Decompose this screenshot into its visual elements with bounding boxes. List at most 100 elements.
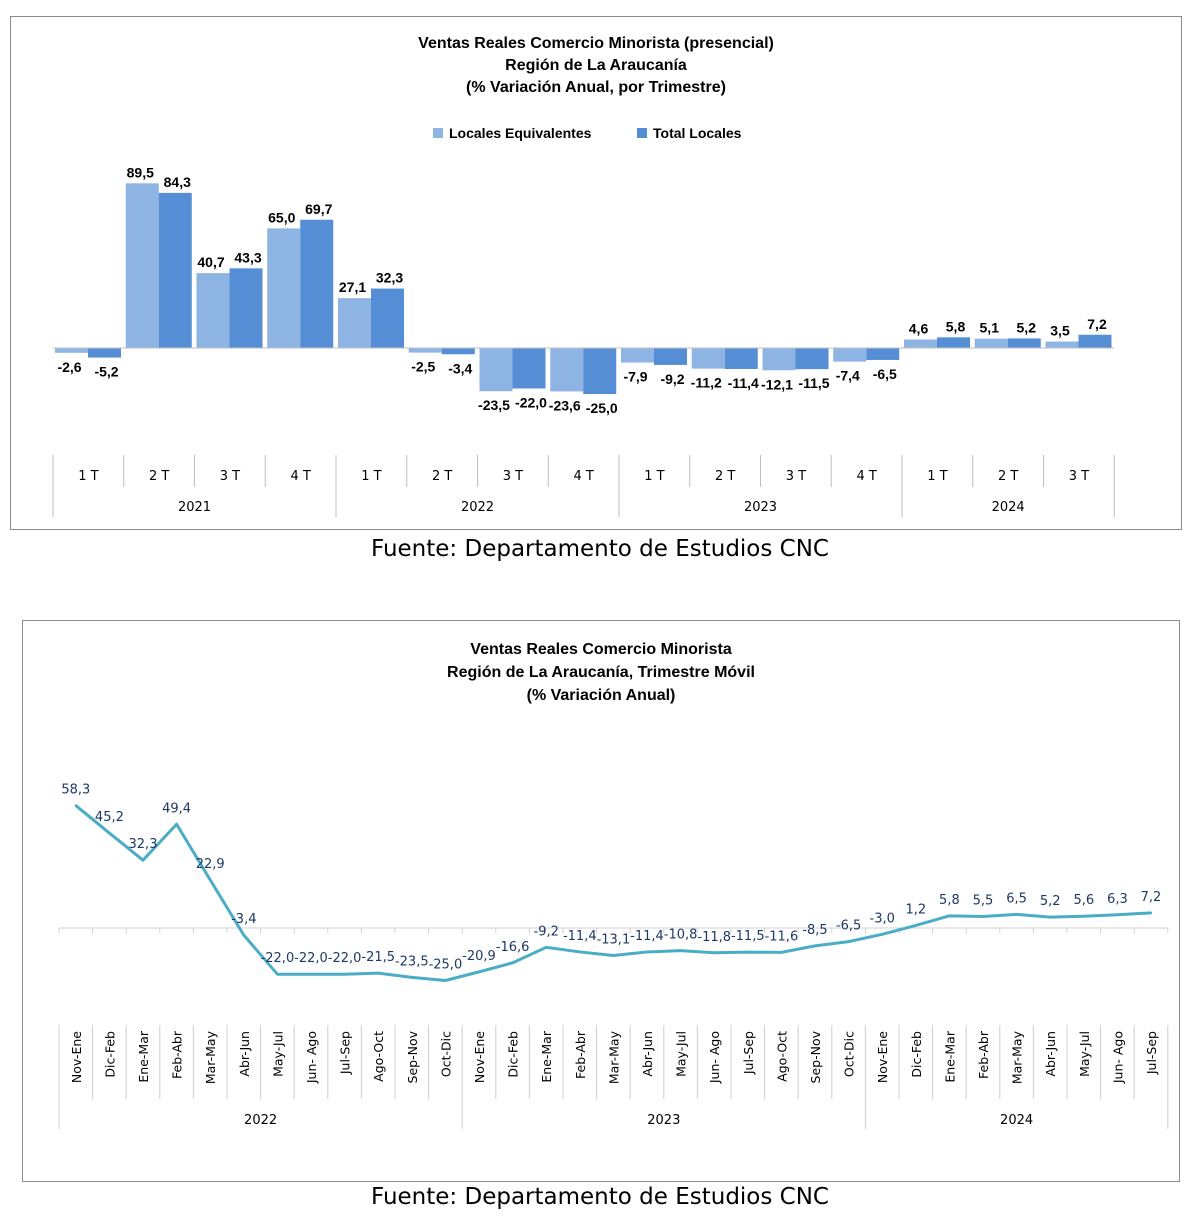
bar — [338, 298, 371, 348]
year-group-label: 2022 — [244, 1113, 277, 1128]
x-tick-label: 4 T — [856, 469, 876, 484]
bar — [55, 348, 88, 353]
bar — [1045, 341, 1079, 348]
x-tick-label: Jun- Ago — [1110, 1031, 1125, 1084]
data-label: -7,9 — [623, 369, 647, 385]
data-label: 40,7 — [197, 254, 224, 270]
data-point — [578, 950, 581, 954]
bar — [196, 273, 230, 348]
data-point — [881, 933, 884, 936]
data-label: -23,5 — [395, 954, 429, 969]
data-label: 5,6 — [1073, 893, 1094, 908]
data-label: -13,1 — [597, 933, 631, 948]
x-tick-label: Dic-Feb — [909, 1031, 924, 1078]
x-tick-label: Ago-Oct — [371, 1031, 386, 1082]
x-tick-label: 1 T — [361, 469, 381, 484]
bar — [371, 288, 404, 348]
x-tick-label: Jul-Sep — [741, 1031, 756, 1075]
year-group-label: 2022 — [461, 500, 494, 515]
data-label: -11,6 — [765, 929, 799, 944]
data-point — [914, 924, 917, 927]
x-tick-label: Ago-Oct — [774, 1031, 789, 1082]
data-point — [1015, 913, 1018, 916]
data-point — [780, 951, 783, 954]
data-point — [343, 973, 346, 976]
data-point — [713, 951, 716, 954]
x-tick-label: 3 T — [503, 469, 523, 484]
data-label: -22,0 — [261, 951, 295, 966]
x-tick-label: 1 T — [78, 469, 98, 484]
data-point — [209, 878, 212, 882]
legend-item-total-locales: Total Locales — [637, 125, 741, 141]
data-label: -16,6 — [496, 940, 530, 955]
data-label: 27,1 — [339, 279, 366, 295]
data-label: -10,8 — [664, 928, 698, 943]
line-chart-svg: 58,345,232,349,422,9-3,4-22,0 -22,0 -22,0-… — [58, 783, 1169, 1129]
legend-swatch — [637, 128, 647, 138]
data-label: 3,5 — [1050, 323, 1070, 339]
x-tick-label: 2 T — [998, 469, 1018, 484]
x-tick-label: Abr-Jun — [237, 1031, 252, 1077]
data-label: 6,5 — [1006, 891, 1027, 906]
bar — [441, 348, 475, 355]
x-tick-label: 2 T — [432, 469, 452, 484]
x-tick-label: Ene-Mar — [136, 1030, 151, 1082]
data-label: 45,2 — [95, 810, 124, 825]
data-label: -9,2 — [534, 924, 559, 939]
data-label: -11,5 — [731, 929, 765, 944]
data-point — [444, 979, 447, 982]
data-label: 7,2 — [1141, 890, 1162, 905]
data-label: 1,2 — [905, 902, 926, 917]
data-label: 69,7 — [305, 201, 332, 217]
x-tick-label: Abr-Jun — [640, 1031, 655, 1077]
data-label: 6,3 — [1107, 892, 1128, 907]
data-label: -23,6 — [549, 397, 581, 413]
data-label: 84,3 — [164, 174, 191, 190]
data-label: 5,1 — [980, 320, 1000, 336]
bar — [691, 348, 725, 369]
legend-label: Total Locales — [653, 125, 742, 141]
data-label: -3,4 — [231, 912, 256, 927]
x-tick-label: Feb-Abr — [170, 1030, 185, 1079]
x-tick-label: 1 T — [644, 469, 664, 484]
data-point — [175, 823, 178, 826]
x-tick-label: 3 T — [220, 469, 240, 484]
x-tick-label: Jul-Sep — [1144, 1031, 1159, 1075]
data-label: -5,2 — [94, 364, 118, 380]
source-note-2: Fuente: Departamento de Estudios CNC — [370, 1184, 829, 1210]
data-label: 5,2 — [1017, 319, 1037, 335]
data-label: 32,3 — [129, 837, 158, 852]
data-label: -12,1 — [761, 376, 793, 392]
data-label: 49,4 — [162, 801, 191, 816]
data-point — [477, 970, 481, 974]
line-chart-title-line-2: Región de La Araucanía, Trimestre Móvil — [447, 664, 755, 681]
data-point — [847, 940, 850, 943]
data-label: -11,4 — [728, 375, 759, 391]
data-point — [948, 914, 951, 918]
data-point — [545, 946, 548, 949]
bar — [479, 348, 513, 392]
data-point — [813, 944, 817, 948]
line-chart-title-line-3: (% Variación Anual) — [526, 687, 676, 704]
data-label: -23,5 — [478, 397, 510, 413]
data-point — [108, 831, 111, 835]
data-label: 22,9 — [196, 857, 225, 872]
data-point — [645, 950, 649, 954]
legend-label: Locales Equivalentes — [449, 125, 592, 141]
x-tick-label: Sep-Nov — [405, 1030, 420, 1083]
data-label: -6,5 — [836, 919, 861, 934]
x-tick-label: 3 T — [786, 469, 806, 484]
data-label: -25,0 — [429, 958, 463, 973]
data-label: 4,6 — [909, 321, 929, 337]
bar — [762, 348, 796, 371]
x-tick-label: Mar-May — [1010, 1030, 1025, 1084]
bar-chart-title-line-3: (% Variación Anual, por Trimestre) — [466, 79, 726, 96]
bar — [866, 348, 900, 360]
x-tick-label: Jun- Ago — [304, 1031, 319, 1084]
data-point — [276, 973, 279, 976]
data-label: -11,5 — [798, 375, 829, 391]
line-chart-frame: Ventas Reales Comercio Minorista Región … — [22, 620, 1180, 1182]
data-point — [1082, 915, 1086, 918]
year-group-label: 2024 — [1000, 1113, 1033, 1128]
x-tick-label: Nov-Ene — [875, 1031, 890, 1083]
